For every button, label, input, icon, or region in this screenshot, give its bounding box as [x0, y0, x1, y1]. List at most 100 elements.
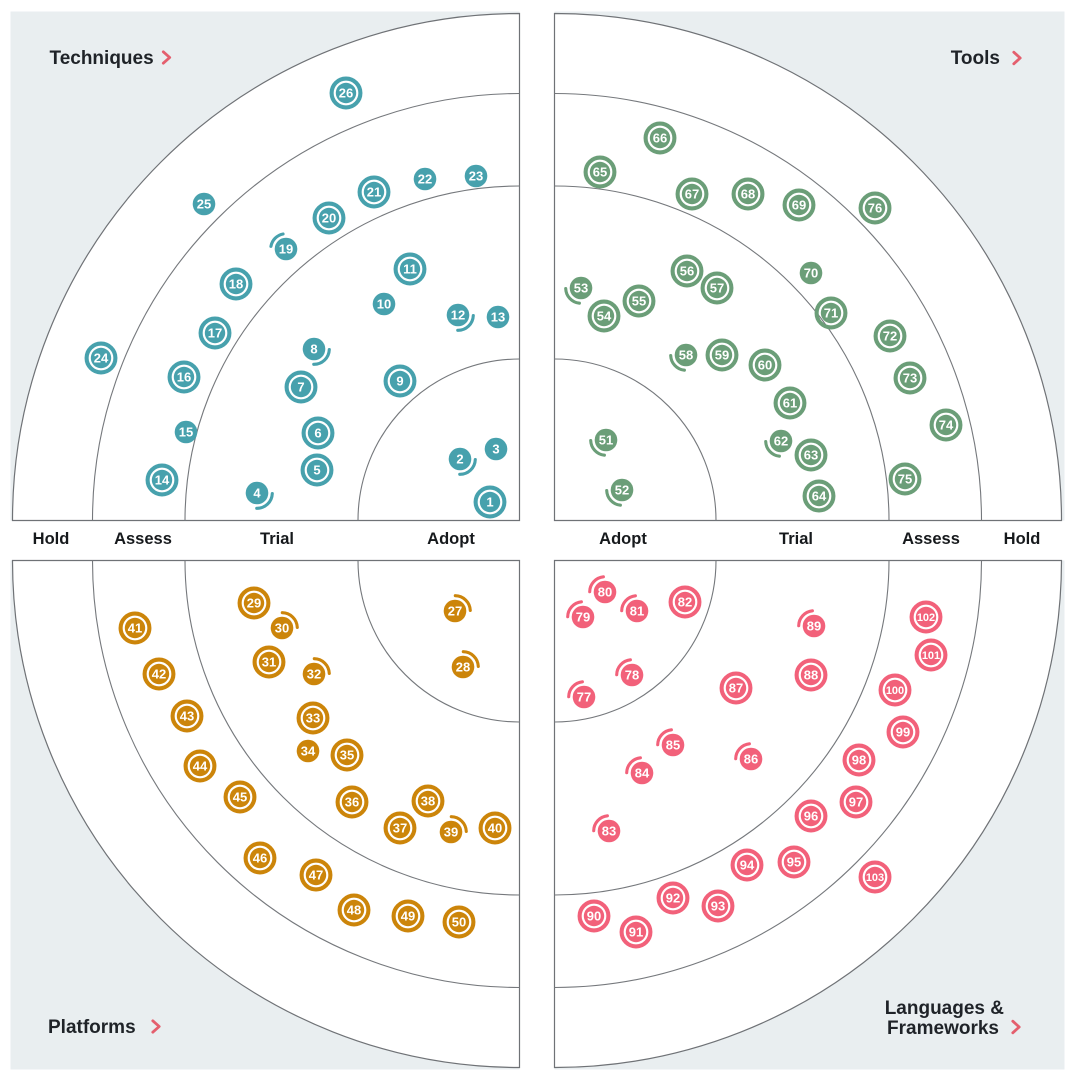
svg-text:51: 51 [599, 433, 613, 448]
svg-text:73: 73 [903, 371, 917, 386]
svg-text:103: 103 [866, 872, 884, 884]
svg-text:77: 77 [577, 690, 591, 705]
svg-text:12: 12 [451, 308, 465, 323]
svg-text:72: 72 [883, 329, 897, 344]
svg-text:6: 6 [314, 426, 321, 441]
svg-text:74: 74 [939, 418, 954, 433]
svg-text:19: 19 [279, 242, 293, 257]
svg-text:42: 42 [152, 667, 166, 682]
svg-text:47: 47 [309, 868, 323, 883]
svg-text:54: 54 [597, 309, 612, 324]
svg-text:59: 59 [715, 348, 729, 363]
svg-text:24: 24 [94, 351, 109, 366]
svg-text:23: 23 [469, 169, 483, 184]
svg-text:66: 66 [653, 131, 667, 146]
svg-text:41: 41 [128, 621, 142, 636]
svg-text:40: 40 [488, 821, 502, 836]
svg-text:95: 95 [787, 855, 801, 870]
svg-text:22: 22 [418, 172, 432, 187]
svg-text:20: 20 [322, 211, 336, 226]
svg-text:56: 56 [680, 264, 694, 279]
svg-text:53: 53 [574, 281, 588, 296]
svg-text:Trial: Trial [260, 530, 294, 548]
svg-text:8: 8 [310, 342, 317, 357]
svg-text:30: 30 [275, 621, 289, 636]
svg-text:49: 49 [401, 909, 415, 924]
svg-text:17: 17 [208, 326, 222, 341]
svg-text:98: 98 [852, 753, 866, 768]
svg-text:81: 81 [630, 604, 644, 619]
svg-text:Hold: Hold [1004, 530, 1041, 548]
svg-text:1: 1 [486, 495, 493, 510]
svg-text:25: 25 [197, 197, 211, 212]
svg-text:43: 43 [180, 709, 194, 724]
svg-text:28: 28 [456, 660, 470, 675]
svg-text:Hold: Hold [33, 530, 70, 548]
svg-text:87: 87 [729, 681, 743, 696]
svg-text:57: 57 [710, 281, 724, 296]
svg-text:79: 79 [576, 610, 590, 625]
svg-text:50: 50 [452, 915, 466, 930]
svg-text:61: 61 [783, 396, 797, 411]
svg-text:96: 96 [804, 809, 818, 824]
svg-text:14: 14 [155, 473, 170, 488]
svg-text:83: 83 [602, 824, 616, 839]
svg-text:18: 18 [229, 277, 243, 292]
svg-text:Assess: Assess [114, 530, 172, 548]
svg-text:36: 36 [345, 795, 359, 810]
svg-text:48: 48 [347, 903, 361, 918]
svg-text:33: 33 [306, 711, 320, 726]
svg-text:99: 99 [896, 725, 910, 740]
svg-text:45: 45 [233, 790, 247, 805]
svg-text:Adopt: Adopt [427, 530, 475, 548]
svg-text:Techniques: Techniques [50, 48, 154, 69]
svg-text:15: 15 [179, 425, 193, 440]
svg-text:29: 29 [247, 596, 261, 611]
svg-text:93: 93 [711, 899, 725, 914]
svg-text:31: 31 [262, 655, 276, 670]
svg-text:4: 4 [253, 486, 261, 501]
svg-text:80: 80 [598, 585, 612, 600]
svg-text:85: 85 [666, 738, 680, 753]
svg-text:89: 89 [807, 619, 821, 634]
svg-text:69: 69 [792, 198, 806, 213]
svg-text:91: 91 [629, 925, 643, 940]
svg-text:21: 21 [367, 185, 381, 200]
svg-text:65: 65 [593, 165, 607, 180]
svg-text:75: 75 [898, 472, 912, 487]
svg-text:58: 58 [679, 348, 693, 363]
svg-text:16: 16 [177, 370, 191, 385]
svg-text:44: 44 [193, 759, 208, 774]
svg-text:Adopt: Adopt [599, 530, 647, 548]
svg-text:38: 38 [421, 794, 435, 809]
svg-text:32: 32 [307, 667, 321, 682]
svg-text:Frameworks: Frameworks [887, 1018, 999, 1039]
svg-text:62: 62 [774, 434, 788, 449]
svg-text:2: 2 [456, 452, 463, 467]
svg-text:Tools: Tools [951, 48, 1000, 69]
svg-text:86: 86 [744, 752, 758, 767]
svg-text:76: 76 [868, 201, 882, 216]
svg-text:13: 13 [491, 310, 505, 325]
svg-text:35: 35 [340, 748, 354, 763]
svg-text:71: 71 [824, 306, 838, 321]
svg-text:55: 55 [632, 294, 646, 309]
svg-text:9: 9 [396, 374, 403, 389]
svg-text:88: 88 [804, 668, 818, 683]
svg-text:67: 67 [685, 187, 699, 202]
svg-text:11: 11 [403, 262, 417, 277]
svg-text:Assess: Assess [902, 530, 960, 548]
svg-text:64: 64 [812, 489, 827, 504]
svg-text:10: 10 [377, 297, 391, 312]
svg-text:3: 3 [492, 442, 499, 457]
svg-text:101: 101 [922, 650, 940, 662]
svg-text:37: 37 [393, 821, 407, 836]
svg-text:46: 46 [253, 851, 267, 866]
svg-text:92: 92 [666, 891, 680, 906]
svg-text:5: 5 [313, 463, 320, 478]
svg-text:102: 102 [917, 612, 935, 624]
svg-text:78: 78 [625, 668, 639, 683]
svg-text:63: 63 [804, 448, 818, 463]
svg-text:7: 7 [297, 380, 304, 395]
svg-text:52: 52 [615, 483, 629, 498]
